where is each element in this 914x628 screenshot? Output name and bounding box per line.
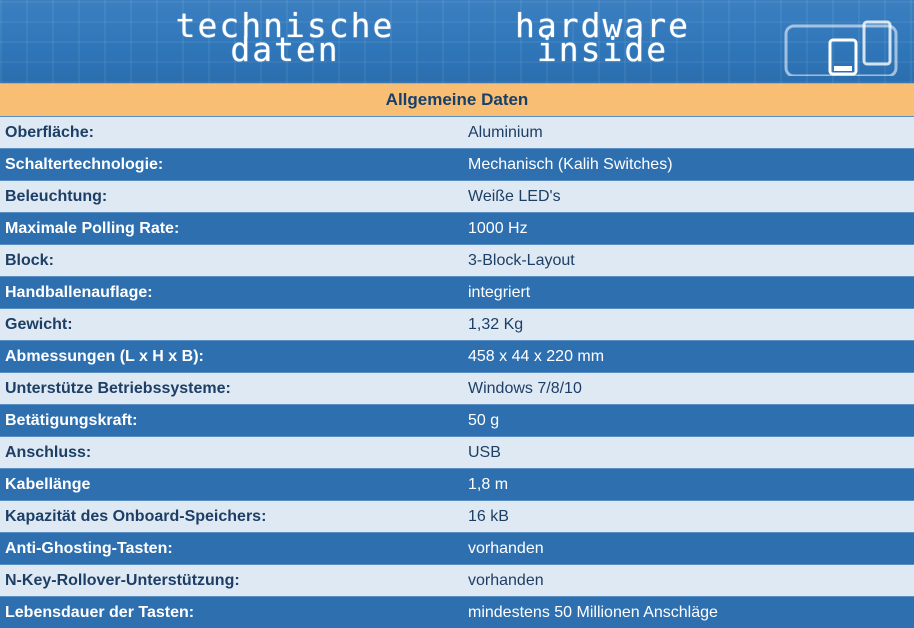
table-row: Kabellänge 1,8 m	[0, 468, 914, 500]
table-row: Lebensdauer der Tasten: mindestens 50 Mil…	[0, 596, 914, 628]
row-label: Gewicht:	[5, 315, 73, 333]
row-value: 1,8 m	[468, 475, 509, 493]
row-label: Lebensdauer der Tasten:	[5, 603, 195, 621]
row-label: Block:	[5, 251, 54, 269]
table-row: N-Key-Rollover-Unterstützung: vorhanden	[0, 564, 914, 596]
row-value: mindestens 50 Millionen Anschläge	[468, 603, 718, 621]
table-row: Block: 3-Block-Layout	[0, 244, 914, 276]
row-value: 50 g	[468, 411, 500, 429]
table-row: Handballenauflage: integriert	[0, 276, 914, 308]
table-row: Anschluss: USB	[0, 436, 914, 468]
row-label: Kapazität des Onboard-Speichers:	[5, 507, 267, 525]
table-row: Kapazität des Onboard-Speichers: 16 kB	[0, 500, 914, 532]
row-label: Unterstütze Betriebssysteme:	[5, 379, 231, 397]
row-label: Abmessungen (L x H x B):	[5, 347, 204, 365]
row-value: 16 kB	[468, 507, 509, 525]
table-row: Beleuchtung: Weiße LED's	[0, 180, 914, 212]
table-header: Allgemeine Daten	[0, 83, 914, 116]
row-value: Mechanisch (Kalih Switches)	[468, 155, 673, 173]
row-label: Schaltertechnologie:	[5, 155, 164, 173]
row-label: N-Key-Rollover-Unterstützung:	[5, 571, 240, 589]
row-value: USB	[468, 443, 501, 461]
row-label: Maximale Polling Rate:	[5, 219, 180, 237]
spec-table: Oberfläche: Aluminium Schaltertechnologie:…	[0, 116, 914, 628]
row-label: Kabellänge	[5, 475, 91, 493]
logo-right-line2: inside	[536, 30, 669, 69]
table-row: Betätigungskraft: 50 g	[0, 404, 914, 436]
technische-daten-logo: technische daten	[160, 6, 410, 69]
row-value: 1,32 Kg	[468, 315, 524, 333]
row-value: Weiße LED's	[468, 187, 561, 205]
logo-left-line1: technische	[175, 6, 395, 45]
logo-left-line2: daten	[230, 30, 340, 69]
row-label: Anti-Ghosting-Tasten:	[5, 539, 173, 557]
row-label: Handballenauflage:	[5, 283, 153, 301]
table-row: Maximale Polling Rate: 1000 Hz	[0, 212, 914, 244]
row-value: vorhanden	[468, 539, 544, 557]
table-row: Anti-Ghosting-Tasten: vorhanden	[0, 532, 914, 564]
row-value: vorhanden	[468, 571, 544, 589]
row-value: 458 x 44 x 220 mm	[468, 347, 605, 365]
row-value: 1000 Hz	[468, 219, 528, 237]
row-value: integriert	[468, 283, 531, 301]
table-row: Oberfläche: Aluminium	[0, 116, 914, 148]
banner: technische daten hardware inside	[0, 0, 914, 83]
device-icon	[784, 20, 898, 76]
table-row: Schaltertechnologie: Mechanisch (Kalih Sw…	[0, 148, 914, 180]
row-label: Beleuchtung:	[5, 187, 108, 205]
row-label: Oberfläche:	[5, 123, 94, 141]
row-value: 3-Block-Layout	[468, 251, 575, 269]
row-value: Windows 7/8/10	[468, 379, 582, 397]
hardware-inside-logo: hardware inside	[500, 6, 705, 69]
row-label: Anschluss:	[5, 443, 92, 461]
table-row: Gewicht: 1,32 Kg	[0, 308, 914, 340]
table-row: Unterstütze Betriebssysteme: Windows 7/8/…	[0, 372, 914, 404]
logo-right-line1: hardware	[515, 6, 690, 45]
row-value: Aluminium	[468, 123, 543, 141]
table-row: Abmessungen (L x H x B): 458 x 44 x 220 m…	[0, 340, 914, 372]
row-label: Betätigungskraft:	[5, 411, 138, 429]
